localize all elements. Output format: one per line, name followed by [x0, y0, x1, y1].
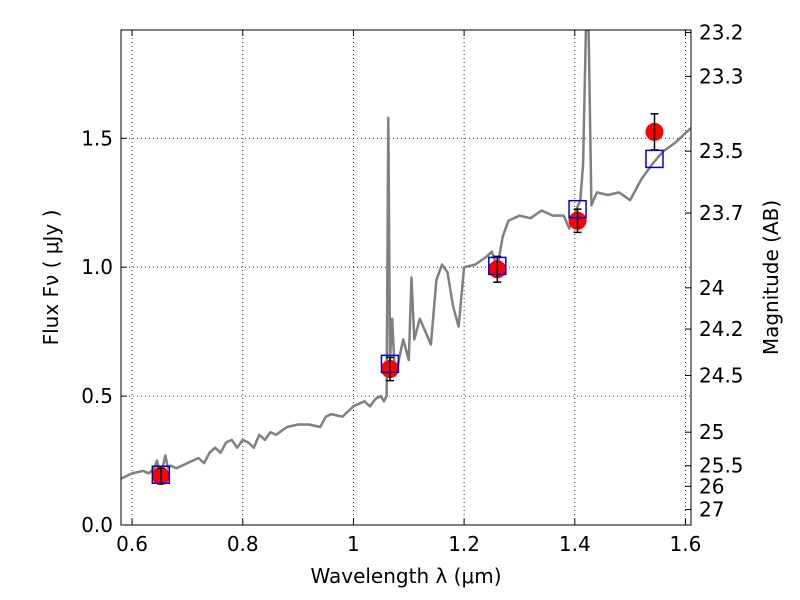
y-tick-label: 0.5 — [81, 384, 113, 408]
y-axis-title: Flux Fν ( μJy ) — [39, 210, 63, 346]
plot-frame — [120, 29, 692, 526]
model-band-square — [568, 199, 587, 219]
x-tick-label: 0.8 — [227, 532, 259, 556]
x-axis-title: Wavelength λ (μm) — [310, 564, 501, 588]
x-tick-label: 1.4 — [559, 532, 591, 556]
series-layer — [121, 30, 691, 480]
x-tick-label: 1 — [347, 532, 360, 556]
spectrum-line — [121, 30, 691, 480]
right-axis-title: Magnitude (AB) — [759, 200, 783, 355]
marker-layer — [151, 113, 664, 486]
mag-tick-label: 24.2 — [699, 317, 744, 341]
mag-tick-label: 23.7 — [699, 201, 744, 225]
y-tick-label: 1.5 — [81, 126, 113, 150]
mag-tick-label: 25.5 — [699, 454, 744, 478]
mag-tick-label: 27 — [699, 498, 724, 522]
x-tick-label: 1.6 — [670, 532, 702, 556]
x-tick-label: 0.6 — [116, 532, 148, 556]
mag-tick-label: 23.5 — [699, 139, 744, 163]
mag-tick-label: 24 — [699, 276, 724, 300]
model-band-square — [380, 354, 400, 374]
y-tick-label: 1.0 — [81, 255, 113, 279]
model-band-square — [645, 149, 664, 169]
tick-layer: 0.6 0.8 1 1.2 1.4 1.6 0.0 0.5 1.0 1.5 23.2 23.3 23.5… — [81, 21, 743, 556]
model-band-square — [151, 465, 171, 484]
x-tick-label: 1.2 — [448, 532, 480, 556]
mag-tick-label: 23.2 — [699, 21, 744, 45]
mag-tick-label: 26 — [699, 474, 724, 498]
y-tick-label: 0.0 — [81, 513, 113, 537]
mag-tick-label: 24.5 — [699, 363, 744, 387]
mag-tick-label: 23.3 — [699, 64, 744, 88]
mag-tick-label: 25 — [699, 420, 724, 444]
model-band-square — [488, 256, 507, 276]
